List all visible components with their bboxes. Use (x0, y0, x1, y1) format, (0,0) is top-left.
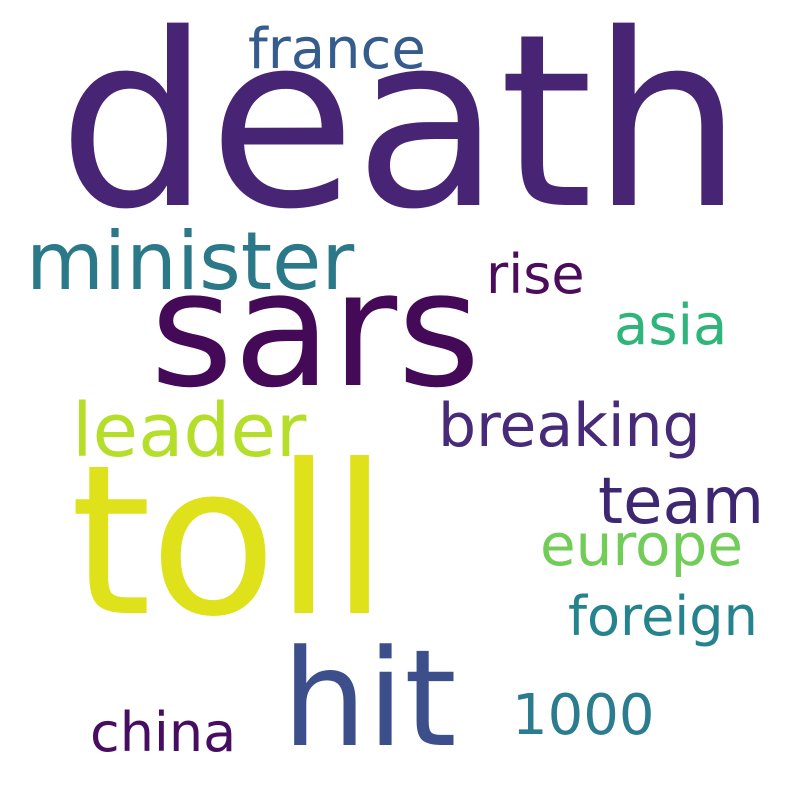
word-1000: 1000 (512, 683, 655, 748)
word-hit: hit (282, 621, 457, 777)
word-france: france (248, 17, 426, 82)
word-foreign: foreign (568, 585, 758, 648)
word-europe: europe (540, 511, 743, 579)
word-china: china (90, 701, 237, 764)
word-death: death (58, 0, 743, 262)
word-leader: leader (72, 388, 307, 474)
word-asia: asia (614, 293, 728, 358)
word-sars: sars (150, 236, 481, 423)
word-minister: minister (26, 215, 355, 308)
word-toll: toll (70, 421, 388, 663)
word-team: team (598, 465, 765, 539)
word-breaking: breaking (438, 391, 701, 461)
word-rise: rise (486, 243, 585, 306)
